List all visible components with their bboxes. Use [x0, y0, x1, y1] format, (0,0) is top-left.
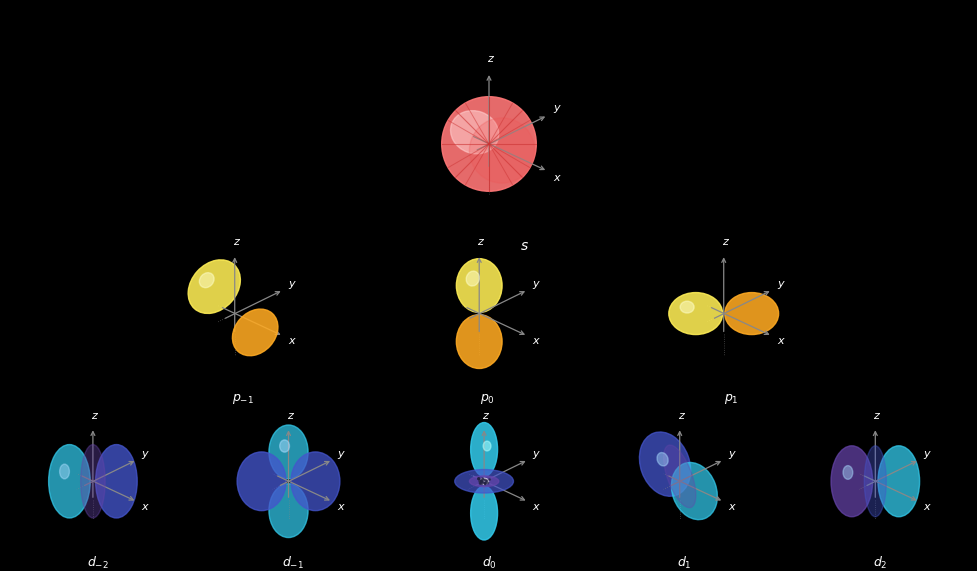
Ellipse shape	[456, 259, 501, 312]
Ellipse shape	[479, 481, 480, 482]
Ellipse shape	[487, 482, 488, 484]
Ellipse shape	[96, 445, 137, 518]
Ellipse shape	[482, 482, 484, 483]
Ellipse shape	[484, 483, 486, 485]
Text: x: x	[531, 336, 538, 347]
Ellipse shape	[466, 271, 479, 286]
Ellipse shape	[480, 480, 482, 481]
Ellipse shape	[830, 446, 871, 517]
Ellipse shape	[488, 478, 489, 480]
Text: $\mathit{p}_{-1}$: $\mathit{p}_{-1}$	[232, 392, 254, 405]
Ellipse shape	[233, 309, 277, 356]
Ellipse shape	[60, 464, 69, 479]
Text: y: y	[337, 449, 343, 459]
Ellipse shape	[668, 292, 722, 335]
Ellipse shape	[454, 469, 513, 493]
Ellipse shape	[479, 482, 481, 484]
Ellipse shape	[657, 453, 667, 466]
Ellipse shape	[470, 486, 497, 540]
Ellipse shape	[477, 478, 479, 479]
Ellipse shape	[663, 445, 695, 508]
Ellipse shape	[483, 479, 484, 480]
Text: y: y	[553, 103, 560, 113]
Text: y: y	[776, 279, 783, 289]
Text: z: z	[721, 237, 727, 247]
Text: x: x	[728, 501, 734, 512]
Text: $\mathit{d}_2$: $\mathit{d}_2$	[872, 554, 886, 571]
Ellipse shape	[199, 273, 214, 288]
Ellipse shape	[80, 445, 106, 518]
Text: x: x	[553, 172, 560, 183]
Text: x: x	[337, 501, 343, 512]
Text: $\mathit{d}_{-2}$: $\mathit{d}_{-2}$	[87, 554, 108, 571]
Ellipse shape	[450, 111, 498, 154]
Text: $\mathit{p}_0$: $\mathit{p}_0$	[480, 392, 494, 405]
Ellipse shape	[469, 118, 534, 183]
Text: y: y	[923, 449, 929, 459]
Ellipse shape	[486, 480, 488, 481]
Ellipse shape	[279, 440, 289, 452]
Text: z: z	[482, 411, 488, 421]
Ellipse shape	[478, 478, 479, 480]
Text: $\mathit{s}$: $\mathit{s}$	[520, 239, 529, 252]
Ellipse shape	[481, 480, 482, 482]
Ellipse shape	[470, 423, 497, 476]
Text: x: x	[287, 336, 294, 347]
Text: y: y	[287, 279, 294, 289]
Text: y: y	[142, 449, 148, 459]
Ellipse shape	[49, 445, 90, 518]
Ellipse shape	[291, 452, 340, 510]
Text: z: z	[91, 411, 97, 421]
Text: $\mathit{p}_1$: $\mathit{p}_1$	[724, 392, 739, 405]
Ellipse shape	[842, 465, 852, 479]
Ellipse shape	[188, 260, 240, 313]
Ellipse shape	[236, 452, 285, 510]
Ellipse shape	[481, 483, 482, 484]
Text: x: x	[532, 501, 538, 512]
Ellipse shape	[639, 432, 690, 496]
Ellipse shape	[484, 479, 486, 481]
Text: z: z	[477, 237, 483, 247]
Ellipse shape	[480, 480, 481, 482]
Text: y: y	[532, 449, 538, 459]
Ellipse shape	[483, 441, 490, 451]
Ellipse shape	[456, 315, 501, 368]
Ellipse shape	[485, 482, 486, 484]
Text: $\mathit{d}_{-1}$: $\mathit{d}_{-1}$	[282, 554, 304, 571]
Ellipse shape	[485, 481, 487, 482]
Text: x: x	[923, 501, 929, 512]
Ellipse shape	[269, 484, 308, 537]
Ellipse shape	[864, 446, 885, 517]
Text: y: y	[728, 449, 734, 459]
Ellipse shape	[479, 482, 481, 484]
Ellipse shape	[269, 425, 308, 479]
Text: z: z	[677, 411, 683, 421]
Ellipse shape	[482, 478, 483, 480]
Text: $\mathit{d}_1$: $\mathit{d}_1$	[677, 554, 692, 571]
Ellipse shape	[442, 96, 535, 191]
Ellipse shape	[724, 292, 778, 335]
Ellipse shape	[478, 478, 480, 480]
Text: x: x	[142, 501, 148, 512]
Ellipse shape	[484, 482, 485, 484]
Text: y: y	[531, 279, 538, 289]
Ellipse shape	[485, 482, 486, 484]
Text: $\mathit{d}_0$: $\mathit{d}_0$	[481, 554, 496, 571]
Ellipse shape	[481, 481, 482, 483]
Ellipse shape	[670, 463, 717, 520]
Text: x: x	[776, 336, 783, 347]
Text: z: z	[286, 411, 292, 421]
Ellipse shape	[479, 478, 488, 484]
Ellipse shape	[469, 476, 498, 486]
Text: z: z	[872, 411, 878, 421]
Ellipse shape	[679, 301, 694, 313]
Text: z: z	[487, 54, 492, 63]
Ellipse shape	[481, 480, 482, 482]
Ellipse shape	[478, 478, 479, 480]
Ellipse shape	[877, 446, 918, 517]
Text: z: z	[233, 237, 238, 247]
